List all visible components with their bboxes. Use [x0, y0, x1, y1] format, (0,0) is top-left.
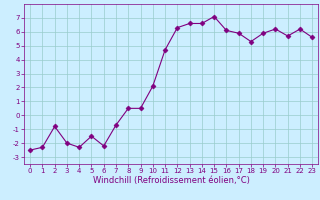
- X-axis label: Windchill (Refroidissement éolien,°C): Windchill (Refroidissement éolien,°C): [93, 176, 250, 185]
